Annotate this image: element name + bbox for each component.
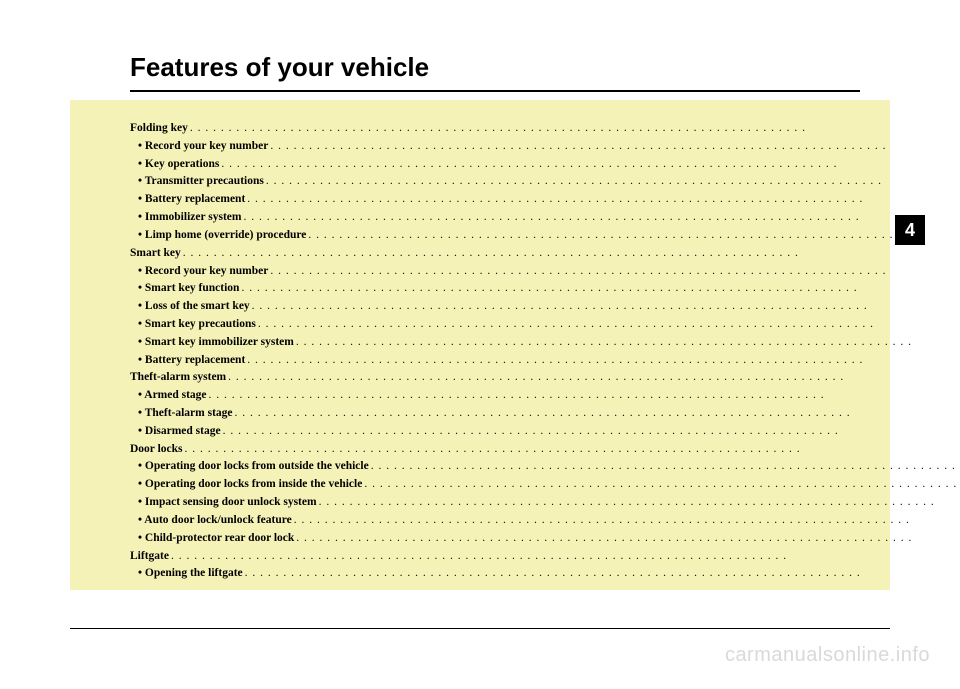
toc-sub-label: • Operating door locks from outside the … [130,458,369,476]
toc-sub-label: • Child-protector rear door lock [130,530,294,548]
toc-dots: . . . . . . . . . . . . . . . . . . . . … [228,369,960,387]
toc-heading-label: Liftgate [130,548,169,566]
toc-sub-label: • Transmitter precautions [130,173,264,191]
toc-sub-label: • Loss of the smart key [130,298,250,316]
toc-dots: . . . . . . . . . . . . . . . . . . . . … [223,423,960,441]
toc-left-column: Folding key . . . . . . . . . . . . . . … [130,120,960,583]
toc-sub-label: • Auto door lock/unlock feature [130,512,292,530]
page-title: Features of your vehicle [130,52,429,83]
toc-line: • Opening the liftgate . . . . . . . . .… [130,565,960,583]
toc-line: • Theft-alarm stage . . . . . . . . . . … [130,405,960,423]
toc-dots: . . . . . . . . . . . . . . . . . . . . … [371,458,960,476]
toc-dots: . . . . . . . . . . . . . . . . . . . . … [185,441,960,459]
toc-dots: . . . . . . . . . . . . . . . . . . . . … [364,476,960,494]
toc-dots: . . . . . . . . . . . . . . . . . . . . … [308,227,960,245]
toc-dots: . . . . . . . . . . . . . . . . . . . . … [190,120,960,138]
toc-sub-label: • Armed stage [130,387,207,405]
toc-line: Theft-alarm system . . . . . . . . . . .… [130,369,960,387]
toc-dots: . . . . . . . . . . . . . . . . . . . . … [258,316,960,334]
toc-dots: . . . . . . . . . . . . . . . . . . . . … [252,298,960,316]
chapter-tab: 4 [895,215,925,245]
toc-sub-label: • Battery replacement [130,352,245,370]
toc-line: • Disarmed stage . . . . . . . . . . . .… [130,423,960,441]
toc-line: Smart key . . . . . . . . . . . . . . . … [130,245,960,263]
toc-sub-label: • Record your key number [130,138,268,156]
toc-sub-label: • Impact sensing door unlock system [130,494,317,512]
toc-dots: . . . . . . . . . . . . . . . . . . . . … [270,263,960,281]
toc-line: • Operating door locks from outside the … [130,458,960,476]
toc-dots: . . . . . . . . . . . . . . . . . . . . … [296,530,960,548]
toc-dots: . . . . . . . . . . . . . . . . . . . . … [247,352,960,370]
title-underline [130,90,860,92]
toc-dots: . . . . . . . . . . . . . . . . . . . . … [296,334,960,352]
toc-line: Door locks . . . . . . . . . . . . . . .… [130,441,960,459]
toc-dots: . . . . . . . . . . . . . . . . . . . . … [235,405,960,423]
toc-line: Folding key . . . . . . . . . . . . . . … [130,120,960,138]
toc-dots: . . . . . . . . . . . . . . . . . . . . … [243,209,960,227]
toc-line: • Impact sensing door unlock system . . … [130,494,960,512]
toc-line: • Armed stage . . . . . . . . . . . . . … [130,387,960,405]
toc-sub-label: • Disarmed stage [130,423,221,441]
toc-line: • Record your key number . . . . . . . .… [130,138,960,156]
toc-dots: . . . . . . . . . . . . . . . . . . . . … [241,280,960,298]
watermark-text: carmanualsonline.info [725,644,930,667]
toc-line: • Smart key immobilizer system . . . . .… [130,334,960,352]
toc-line: • Smart key function . . . . . . . . . .… [130,280,960,298]
toc-dots: . . . . . . . . . . . . . . . . . . . . … [294,512,960,530]
toc-line: • Auto door lock/unlock feature . . . . … [130,512,960,530]
toc-dots: . . . . . . . . . . . . . . . . . . . . … [319,494,960,512]
toc-dots: . . . . . . . . . . . . . . . . . . . . … [245,565,960,583]
toc-line: • Immobilizer system . . . . . . . . . .… [130,209,960,227]
toc-line: • Loss of the smart key . . . . . . . . … [130,298,960,316]
toc-heading-label: Door locks [130,441,183,459]
toc-line: • Key operations . . . . . . . . . . . .… [130,156,960,174]
toc-dots: . . . . . . . . . . . . . . . . . . . . … [247,191,960,209]
toc-sub-label: • Battery replacement [130,191,245,209]
toc-dots: . . . . . . . . . . . . . . . . . . . . … [270,138,960,156]
toc-sub-label: • Limp home (override) procedure [130,227,306,245]
toc-line: • Battery replacement . . . . . . . . . … [130,191,960,209]
toc-sub-label: • Smart key function [130,280,239,298]
toc-sub-label: • Opening the liftgate [130,565,243,583]
toc-dots: . . . . . . . . . . . . . . . . . . . . … [209,387,960,405]
toc-sub-label: • Operating door locks from inside the v… [130,476,362,494]
toc-heading-label: Folding key [130,120,188,138]
toc-columns: Folding key . . . . . . . . . . . . . . … [130,120,860,583]
toc-dots: . . . . . . . . . . . . . . . . . . . . … [221,156,960,174]
toc-heading-label: Theft-alarm system [130,369,226,387]
toc-sub-label: • Theft-alarm stage [130,405,233,423]
toc-line: • Limp home (override) procedure . . . .… [130,227,960,245]
toc-dots: . . . . . . . . . . . . . . . . . . . . … [266,173,960,191]
toc-sub-label: • Smart key precautions [130,316,256,334]
toc-content-box: Folding key . . . . . . . . . . . . . . … [70,100,890,590]
toc-line: • Child-protector rear door lock . . . .… [130,530,960,548]
toc-line: Liftgate . . . . . . . . . . . . . . . .… [130,548,960,566]
manual-page: Features of your vehicle Folding key . .… [0,0,960,689]
toc-line: • Record your key number . . . . . . . .… [130,263,960,281]
bottom-rule [70,628,890,629]
toc-line: • Operating door locks from inside the v… [130,476,960,494]
toc-dots: . . . . . . . . . . . . . . . . . . . . … [183,245,960,263]
toc-dots: . . . . . . . . . . . . . . . . . . . . … [171,548,960,566]
toc-sub-label: • Smart key immobilizer system [130,334,294,352]
toc-heading-label: Smart key [130,245,181,263]
toc-sub-label: • Key operations [130,156,219,174]
toc-line: • Transmitter precautions . . . . . . . … [130,173,960,191]
toc-sub-label: • Record your key number [130,263,268,281]
toc-line: • Smart key precautions . . . . . . . . … [130,316,960,334]
toc-sub-label: • Immobilizer system [130,209,241,227]
toc-line: • Battery replacement . . . . . . . . . … [130,352,960,370]
